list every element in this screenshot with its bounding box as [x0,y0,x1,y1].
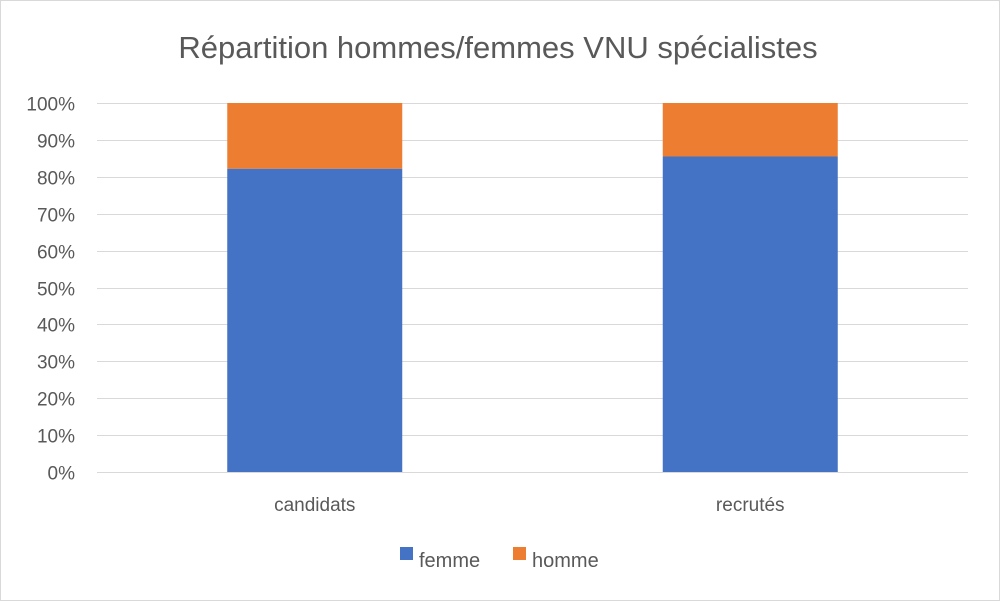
legend-label-femme: femme [419,550,480,572]
y-tick-label: 10% [37,427,75,448]
y-tick-label: 100% [26,95,75,116]
bar-homme-recrutés [662,103,838,157]
chart-title: Répartition hommes/femmes VNU spécialist… [178,30,817,65]
bars [227,103,838,472]
y-tick-label: 70% [37,206,75,227]
y-tick-label: 80% [37,169,75,190]
legend-swatch-femme [400,547,413,560]
y-tick-label: 90% [37,132,75,153]
y-tick-label: 0% [48,464,76,485]
y-tick-label: 20% [37,390,75,411]
y-tick-label: 30% [37,353,75,374]
bar-femme-candidats [227,168,403,472]
bar-homme-candidats [227,103,403,169]
bar-femme-recrutés [662,156,838,472]
x-category-label: recrutés [716,495,785,516]
y-tick-label: 50% [37,280,75,301]
y-tick-label: 60% [37,243,75,264]
y-tick-label: 40% [37,316,75,337]
y-axis-ticks: 0% 10% 20% 30% 40% 50% 60% 70% 80% 90% 100% [26,95,75,485]
x-axis-categories: candidats recrutés [274,495,784,516]
legend-swatch-homme [513,547,526,560]
legend-label-homme: homme [532,550,599,572]
legend: femme homme [400,547,599,572]
x-category-label: candidats [274,495,355,516]
